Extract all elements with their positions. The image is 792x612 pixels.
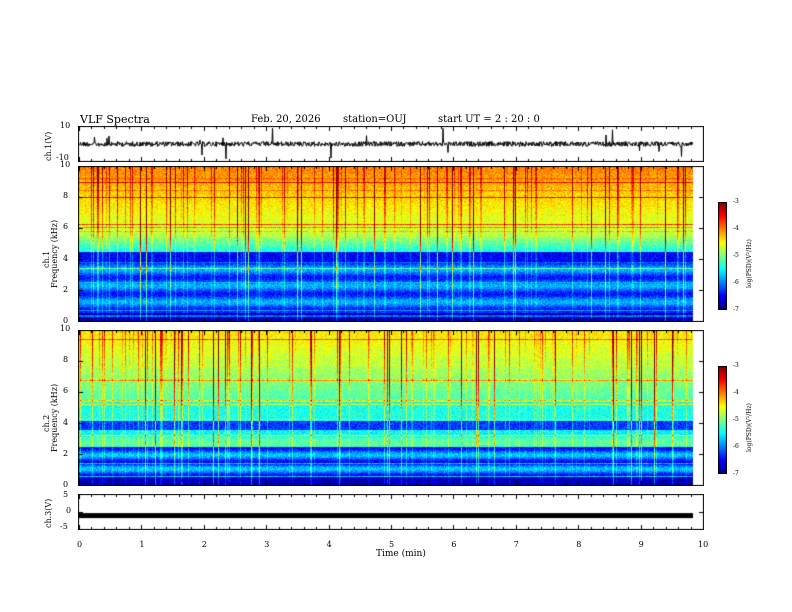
start-time-label: start UT = 2 : 20 : 0 <box>438 114 540 125</box>
ch1-colorbar <box>718 202 727 310</box>
station-label: station=OUJ <box>343 114 407 125</box>
ch1-spec-ytick-4: 4 <box>63 254 69 263</box>
ch1-cbar-tick-m3: -3 <box>733 198 739 205</box>
x-tick-label: 10 <box>698 540 709 549</box>
ch2-cbar-tick-m5: -5 <box>733 416 739 423</box>
ch1-waveform-plot <box>78 126 704 162</box>
ch2-spec-ytick-10: 10 <box>60 324 71 333</box>
ch1-waveform-ylabel: ch.1(V) <box>44 131 53 161</box>
ch1-spec-ylabel: Frequency (kHz) <box>50 219 59 288</box>
ch2-cbar-tick-m3: -3 <box>733 362 739 369</box>
ch3-ytick-mid: 0 <box>66 506 72 515</box>
x-tick-label: 7 <box>513 540 519 549</box>
x-tick-label: 6 <box>451 540 457 549</box>
ch1-spec-ytick-2: 2 <box>63 285 69 294</box>
x-tick-label: 2 <box>201 540 207 549</box>
ch3-waveform-ylabel: ch.3(V) <box>44 498 53 528</box>
ch3-ytick-top: 5 <box>63 490 69 499</box>
ch2-colorbar <box>718 366 727 474</box>
ch2-spectrogram-plot <box>78 330 704 486</box>
date-label: Feb. 20, 2026 <box>251 114 321 125</box>
ch2-spec-ytick-4: 4 <box>63 418 69 427</box>
ch3-ytick-bottom: -5 <box>60 522 68 531</box>
ch1-spec-ytick-8: 8 <box>63 191 69 200</box>
ch1-ytick-bottom: -10 <box>56 153 69 162</box>
x-tick-label: 1 <box>139 540 145 549</box>
x-axis-label: Time (min) <box>376 549 426 559</box>
ch2-spec-ytick-8: 8 <box>63 355 69 364</box>
x-tick-label: 4 <box>326 540 332 549</box>
ch2-spec-ytick-0: 0 <box>63 480 69 489</box>
ch1-cbar-tick-m6: -6 <box>733 279 739 286</box>
figure-title: VLF Spectra <box>80 113 150 126</box>
ch2-cbar-label: log(PSD)(V²/Hz) <box>746 403 753 452</box>
x-tick-label: 8 <box>576 540 582 549</box>
ch2-cbar-tick-m6: -6 <box>733 443 739 450</box>
ch1-cbar-tick-m4: -4 <box>733 225 739 232</box>
x-tick-label: 9 <box>638 540 644 549</box>
ch2-spec-ytick-2: 2 <box>63 449 69 458</box>
x-tick-label: 5 <box>389 540 395 549</box>
ch1-spec-ytick-6: 6 <box>63 222 69 231</box>
x-tick-label: 3 <box>264 540 270 549</box>
ch1-cbar-tick-m5: -5 <box>733 252 739 259</box>
ch1-spec-ytick-0: 0 <box>63 316 69 325</box>
ch1-spectrogram-plot <box>78 166 704 322</box>
x-tick-label: 0 <box>77 540 83 549</box>
ch1-cbar-label: log(PSD)(V²/Hz) <box>746 239 753 288</box>
ch3-waveform-plot <box>78 494 704 530</box>
ch2-spec-ytick-6: 6 <box>63 386 69 395</box>
ch1-ytick-top: 10 <box>60 121 71 130</box>
ch2-spec-ylabel: Frequency (kHz) <box>50 383 59 452</box>
ch2-cbar-tick-m4: -4 <box>733 389 739 396</box>
ch2-cbar-tick-m7: -7 <box>733 470 739 477</box>
ch1-cbar-tick-m7: -7 <box>733 306 739 313</box>
ch1-spec-ytick-10: 10 <box>60 160 71 169</box>
